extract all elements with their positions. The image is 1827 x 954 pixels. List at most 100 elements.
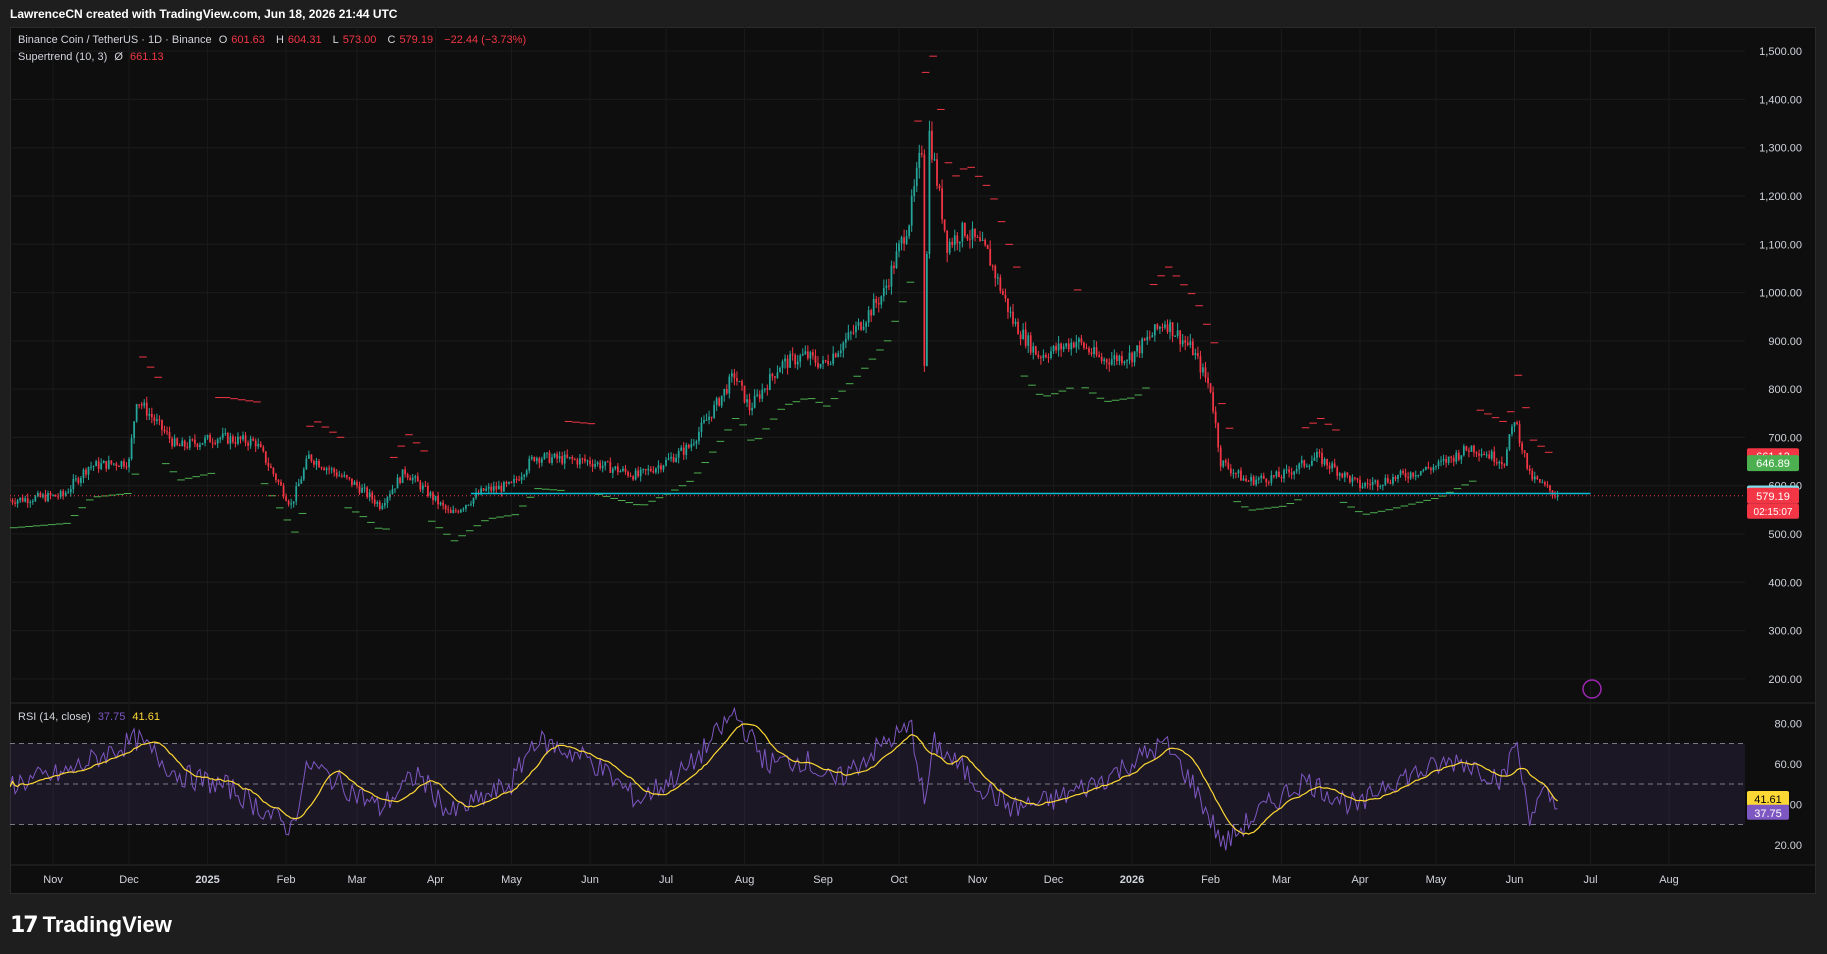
- candle: [437, 495, 439, 505]
- candle: [16, 500, 19, 504]
- candle: [1392, 476, 1394, 484]
- price-tick-label: 800.00: [1768, 384, 1802, 396]
- candle: [239, 436, 242, 440]
- candle: [591, 463, 594, 467]
- candle: [606, 461, 609, 463]
- candle: [1513, 422, 1516, 427]
- tradingview-logo[interactable]: 17 TradingView: [10, 912, 172, 938]
- open-label: O: [218, 34, 228, 46]
- candle: [1108, 362, 1111, 365]
- rsi-label[interactable]: RSI (14, close): [18, 711, 91, 723]
- candle: [490, 486, 493, 491]
- hidden-eye-icon[interactable]: Ø: [114, 51, 123, 63]
- candle: [1470, 445, 1473, 452]
- candle: [133, 421, 135, 439]
- candle: [406, 474, 409, 478]
- candle: [794, 355, 797, 365]
- candle: [852, 332, 855, 334]
- candle: [870, 310, 873, 316]
- candle: [1503, 464, 1506, 466]
- symbol-label[interactable]: Binance Coin / TetherUS · 1D · Binance: [18, 34, 212, 46]
- candle: [999, 277, 1002, 292]
- candle: [948, 241, 951, 253]
- candle: [386, 497, 389, 504]
- candle: [1252, 476, 1255, 485]
- candle: [80, 478, 82, 483]
- candle: [128, 458, 130, 468]
- candle: [1072, 342, 1075, 348]
- candle: [421, 485, 424, 490]
- candle: [1199, 356, 1202, 373]
- candle: [1318, 451, 1321, 454]
- candle: [1250, 476, 1252, 482]
- candle: [680, 447, 683, 451]
- candle: [125, 466, 128, 468]
- candle: [178, 445, 181, 447]
- candle: [698, 431, 700, 442]
- candle: [1224, 460, 1227, 463]
- candle: [584, 458, 586, 462]
- time-tick-label: Jun: [1506, 874, 1524, 886]
- candle: [898, 243, 900, 252]
- candle: [1273, 475, 1275, 477]
- candle: [1538, 478, 1541, 483]
- candle: [269, 466, 272, 468]
- candle: [492, 486, 495, 491]
- candle: [186, 446, 189, 448]
- candle: [11, 500, 14, 503]
- candle: [877, 303, 880, 305]
- candle: [809, 352, 812, 359]
- candle: [629, 475, 632, 477]
- time-tick-label: Feb: [277, 874, 296, 886]
- candle: [796, 361, 799, 365]
- candle: [318, 460, 320, 468]
- rsi-tick-label: 60.00: [1774, 759, 1802, 771]
- candle: [153, 417, 156, 421]
- candle: [145, 402, 148, 416]
- supertrend-label[interactable]: Supertrend (10, 3): [18, 51, 108, 63]
- candle: [910, 195, 913, 226]
- candle: [786, 358, 789, 368]
- open-value: 601.63: [231, 34, 265, 46]
- candle: [275, 474, 277, 481]
- candle: [381, 505, 384, 509]
- candle: [979, 237, 981, 241]
- candle: [867, 310, 870, 323]
- candle: [1468, 450, 1470, 452]
- candle: [143, 402, 146, 406]
- candle: [1126, 360, 1128, 362]
- candle: [472, 497, 475, 504]
- candle: [865, 322, 867, 327]
- chart-canvas[interactable]: 200.00300.00400.00500.00600.00700.00800.…: [10, 27, 1816, 894]
- candle: [1014, 321, 1017, 324]
- candle: [1485, 454, 1488, 456]
- candle: [1366, 483, 1369, 485]
- candle: [1070, 342, 1073, 350]
- candle: [1171, 322, 1174, 337]
- candle: [685, 444, 688, 455]
- candle: [1412, 472, 1415, 477]
- candle: [1549, 485, 1551, 491]
- candle: [1333, 463, 1336, 468]
- rsi-tick-label: 80.00: [1774, 718, 1802, 730]
- candle: [1354, 477, 1356, 479]
- lightning-icon[interactable]: [1582, 679, 1602, 699]
- candle: [961, 222, 964, 242]
- candle: [259, 443, 262, 448]
- candle: [842, 342, 845, 351]
- candle: [1077, 338, 1080, 343]
- candle: [335, 472, 338, 477]
- candle: [31, 501, 34, 503]
- candle: [741, 381, 743, 386]
- candle: [1541, 482, 1544, 484]
- candle: [946, 230, 949, 253]
- candle: [467, 504, 470, 506]
- candle: [568, 457, 571, 459]
- candle: [391, 489, 394, 495]
- candle: [624, 468, 627, 472]
- candle: [181, 440, 184, 447]
- candle: [196, 443, 199, 448]
- candle: [1298, 463, 1301, 470]
- candle: [1060, 343, 1063, 350]
- candle: [996, 277, 999, 279]
